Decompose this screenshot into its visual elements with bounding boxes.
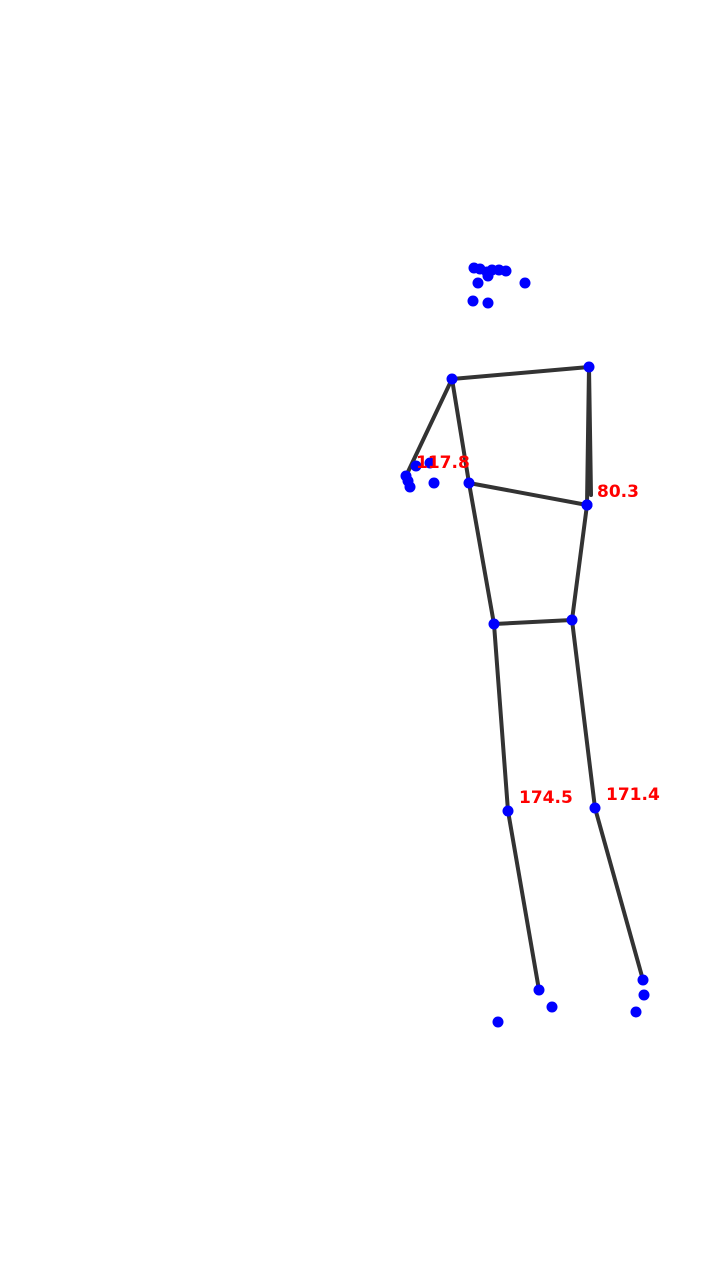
left-torso-bone [467, 481, 496, 626]
keypoint-lfoot [492, 1016, 504, 1028]
keypoint-rhip [566, 614, 578, 626]
keypoint-rwrist [581, 499, 593, 511]
keypoint-lthumb [428, 477, 440, 489]
right-shin-bone [593, 806, 645, 982]
right-torso-bone [570, 503, 589, 622]
keypoint-lankle [533, 984, 545, 996]
left-forearm-bone [404, 377, 454, 478]
keypoint-lhand2 [424, 457, 436, 469]
keypoint-lshoulder [446, 373, 458, 385]
hip-line-bone [492, 618, 574, 626]
skeleton-bones [404, 365, 645, 992]
keypoint-rfoot [630, 1006, 642, 1018]
right-elbow-angle-label: 80.3 [597, 482, 639, 502]
keypoint-lindex [410, 460, 422, 472]
left-shin-bone [506, 809, 541, 992]
right-forearm-bone [587, 365, 593, 497]
keypoint-lknee [502, 805, 514, 817]
left-knee-angle-label: 174.5 [519, 788, 573, 808]
left-elbow-angle-label: 117.8 [416, 453, 470, 473]
keypoint-rear [519, 277, 531, 289]
shoulder-line-bone [450, 365, 591, 381]
keypoint-reye-out [500, 265, 512, 277]
elbow-cross-bone [467, 481, 589, 507]
keypoint-mouth-r [482, 297, 494, 309]
keypoint-rheel [638, 989, 650, 1001]
left-upper-arm-bone [450, 377, 471, 485]
keypoint-lhand3 [402, 475, 414, 487]
keypoint-lhip [488, 618, 500, 630]
keypoint-lear [472, 277, 484, 289]
keypoint-rankle [637, 974, 649, 986]
keypoint-rshoulder [583, 361, 595, 373]
keypoint-lelbow [463, 477, 475, 489]
right-knee-angle-label: 171.4 [606, 785, 660, 805]
right-thigh-bone [570, 618, 597, 810]
skeleton-keypoints [400, 262, 650, 1028]
keypoint-rknee [589, 802, 601, 814]
keypoint-mouth-l [467, 295, 479, 307]
keypoint-lheel [546, 1001, 558, 1013]
left-thigh-bone [492, 622, 510, 813]
angle-labels: 117.8 80.3 174.5 171.4 [416, 453, 660, 808]
